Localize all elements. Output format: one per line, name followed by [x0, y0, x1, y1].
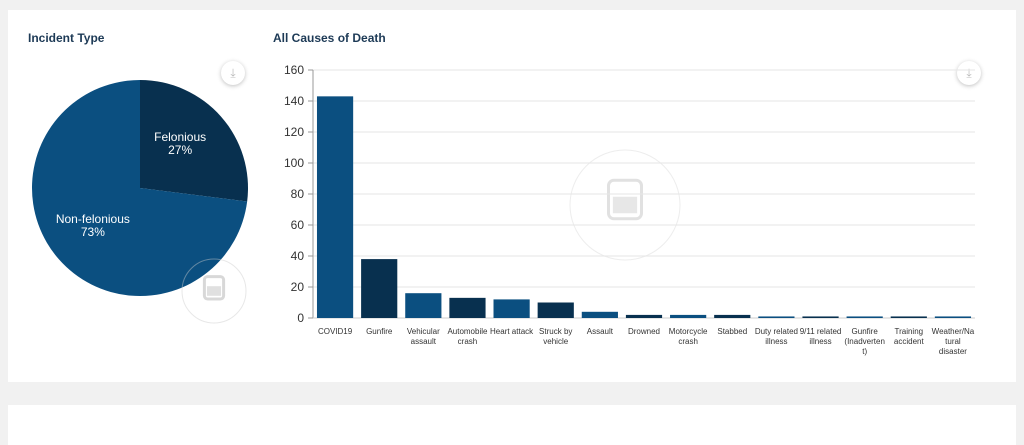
watermark-ring — [569, 149, 681, 261]
y-tick-label: 60 — [291, 218, 305, 232]
bar-automobile-crash — [449, 297, 486, 318]
watermark-ring — [181, 258, 247, 324]
x-category-label: COVID19 — [318, 327, 353, 336]
x-category-label: Struck by — [539, 327, 572, 336]
x-category-label: accident — [894, 337, 925, 346]
y-tick-label: 0 — [297, 311, 304, 325]
x-category-label: t) — [862, 347, 867, 356]
bar-download-button[interactable]: ⤓ — [957, 61, 981, 85]
x-category-label: disaster — [939, 347, 967, 356]
x-category-label: Duty related — [755, 327, 798, 336]
bar-duty-related-illness — [758, 316, 795, 318]
bar-motorcycle-crash — [670, 314, 707, 318]
x-category-label: Weather/Na — [932, 327, 975, 336]
bar-drowned — [625, 314, 663, 318]
pie-slice-percent: 73% — [81, 225, 105, 239]
bar-gunfire-inadvertent- — [846, 316, 883, 318]
y-tick-label: 40 — [291, 249, 305, 263]
x-category-label: vehicle — [543, 337, 568, 346]
odmp-watermark-logo — [569, 149, 681, 261]
x-category-label: crash — [678, 337, 698, 346]
y-tick-label: 20 — [291, 280, 305, 294]
next-panel — [8, 405, 1016, 445]
pie-slice-label: Non-felonious — [56, 212, 130, 226]
watermark-badge — [607, 178, 643, 221]
pie-slice-label: Felonious — [154, 130, 206, 144]
x-category-label: assault — [411, 337, 437, 346]
y-tick-label: 160 — [284, 63, 304, 77]
causes-of-death-bar-chart: 0 20 40 60 80 100 120 140 160 COVID19 Gunfire Vehic… — [284, 63, 975, 356]
bar-9-11-related-illness — [802, 316, 839, 318]
incident-type-title: Incident Type — [28, 31, 105, 45]
watermark-badge — [202, 275, 226, 301]
bar-assault — [581, 311, 618, 318]
x-category-label: Gunfire — [366, 327, 393, 336]
x-category-label: 9/11 related — [800, 327, 842, 336]
causes-of-death-title: All Causes of Death — [273, 31, 386, 45]
x-category-label: Automobile — [447, 327, 488, 336]
bar-heart-attack — [493, 299, 530, 318]
bar-gunfire — [361, 259, 398, 318]
download-icon: ⤓ — [230, 66, 236, 80]
x-category-label: Vehicular — [407, 327, 440, 336]
pie-slice-non-felonious — [32, 80, 248, 296]
y-tick-label: 80 — [291, 187, 305, 201]
x-category-label: tural — [945, 337, 961, 346]
odmp-watermark-logo — [181, 258, 247, 324]
bar-weather-natural-disaster — [934, 316, 972, 318]
pie-slice-percent: 27% — [168, 143, 192, 157]
watermark-badge-fill — [206, 286, 222, 296]
x-category-label: crash — [458, 337, 478, 346]
x-category-label: Stabbed — [717, 327, 747, 336]
bar-struck-by-vehicle — [537, 302, 574, 318]
download-icon: ⤓ — [966, 66, 972, 80]
bar-vehicular-assault — [405, 293, 442, 318]
x-category-label: illness — [765, 337, 787, 346]
x-category-label: Assault — [587, 327, 614, 336]
bar-covid19 — [316, 96, 354, 318]
x-category-label: Drowned — [628, 327, 660, 336]
y-tick-label: 140 — [284, 94, 304, 108]
x-category-label: illness — [809, 337, 831, 346]
x-category-label: Motorcycle — [669, 327, 708, 336]
x-category-label: Gunfire — [852, 327, 879, 336]
watermark-badge-fill — [612, 196, 638, 214]
y-tick-label: 120 — [284, 125, 304, 139]
pie-download-button[interactable]: ⤓ — [221, 61, 245, 85]
bar-training-accident — [890, 316, 927, 318]
x-category-label: (Inadverten — [844, 337, 884, 346]
y-tick-label: 100 — [284, 156, 304, 170]
x-category-label: Heart attack — [490, 327, 534, 336]
bar-stabbed — [714, 314, 751, 318]
x-category-label: Training — [894, 327, 923, 336]
pie-slice-felonious — [140, 80, 248, 202]
